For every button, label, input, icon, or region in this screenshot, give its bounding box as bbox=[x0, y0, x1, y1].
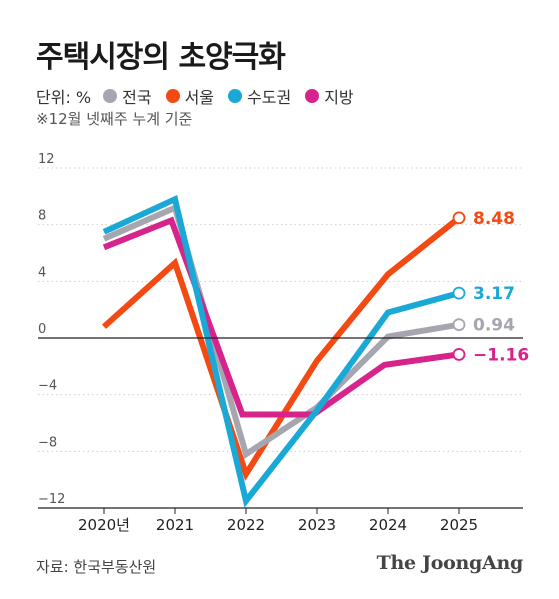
legend-swatch-national bbox=[103, 89, 118, 103]
y-tick-label: 4 bbox=[38, 265, 46, 280]
legend-item-capital-area: 수도권 bbox=[228, 84, 291, 108]
legend-swatch-capital-area bbox=[228, 89, 243, 103]
source-credit: 자료: 한국부동산원 bbox=[36, 558, 157, 576]
footnote: ※12월 넷째주 누계 기준 bbox=[36, 110, 193, 128]
y-tick-label: −12 bbox=[38, 492, 65, 507]
end-value-label-1: 8.48 bbox=[473, 209, 515, 229]
legend-item-seoul: 서울 bbox=[165, 84, 215, 108]
y-tick-label: 8 bbox=[38, 209, 46, 224]
legend-label-provinces: 지방 bbox=[324, 88, 354, 107]
legend-item-national: 전국 bbox=[103, 84, 152, 108]
x-tick-label: 2023 bbox=[298, 516, 336, 534]
x-tick-label: 2022 bbox=[227, 516, 265, 534]
x-tick-label: 2020년 bbox=[78, 516, 130, 534]
x-tick-label: 2024 bbox=[369, 516, 407, 534]
series-line-1 bbox=[101, 215, 461, 481]
x-tick-label: 2021 bbox=[156, 516, 194, 534]
series-line-0 bbox=[102, 203, 460, 459]
end-marker-1 bbox=[452, 211, 466, 225]
end-value-label-0: 0.94 bbox=[473, 316, 515, 336]
y-tick-label: −8 bbox=[38, 435, 57, 450]
publisher-logo: The JoongAng bbox=[376, 552, 524, 574]
end-value-label-3: −1.16 bbox=[473, 345, 529, 365]
y-tick-label: 12 bbox=[38, 152, 55, 167]
legend-label-seoul: 서울 bbox=[184, 88, 215, 107]
legend-item-provinces: 지방 bbox=[305, 84, 354, 108]
unit-label: 단위: % bbox=[36, 88, 92, 107]
legend-label-capital-area: 수도권 bbox=[247, 88, 292, 107]
y-tick-label: 0 bbox=[38, 322, 46, 337]
end-value-label-2: 3.17 bbox=[473, 284, 515, 304]
legend-swatch-seoul bbox=[165, 89, 180, 103]
y-tick-label: −4 bbox=[38, 379, 57, 394]
end-marker-2 bbox=[452, 286, 466, 300]
end-marker-3 bbox=[452, 348, 466, 361]
x-tick-label: 2025 bbox=[440, 516, 478, 534]
end-marker-0 bbox=[452, 318, 466, 332]
legend-label-national: 전국 bbox=[122, 88, 152, 107]
chart-title: 주택시장의 초양극화 bbox=[36, 40, 286, 75]
series-line-3 bbox=[102, 216, 460, 418]
legend-swatch-provinces bbox=[305, 89, 320, 103]
series-line-2 bbox=[102, 194, 460, 508]
legend: 단위: % 전국 서울 수도권 지방 bbox=[36, 84, 368, 108]
